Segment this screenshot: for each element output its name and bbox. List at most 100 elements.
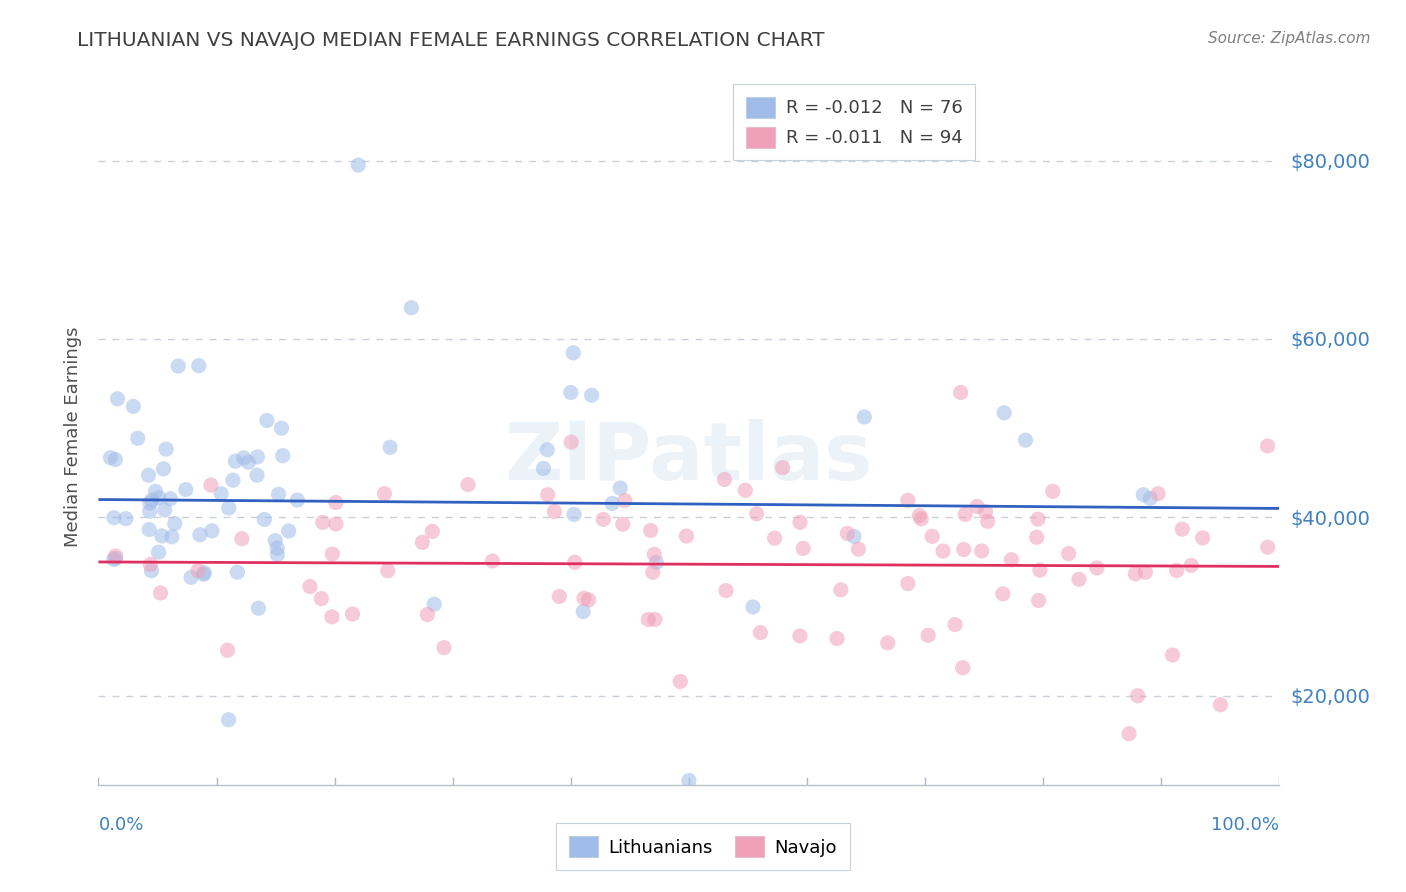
Point (155, 442, 177, 457)
Point (1028, 593, 1050, 607)
Point (1042, 484, 1064, 499)
Point (848, 542, 870, 557)
Point (145, 484, 167, 499)
Point (1209, 698, 1232, 712)
Point (1135, 565, 1157, 579)
Point (1171, 522, 1194, 536)
Point (921, 529, 943, 543)
Point (325, 516, 347, 531)
Text: Source: ZipAtlas.com: Source: ZipAtlas.com (1208, 31, 1371, 46)
Point (562, 346, 585, 360)
Point (246, 468, 269, 483)
Point (675, 529, 697, 543)
Point (222, 473, 245, 487)
Text: LITHUANIAN VS NAVAJO MEDIAN FEMALE EARNINGS CORRELATION CHART: LITHUANIAN VS NAVAJO MEDIAN FEMALE EARNI… (77, 31, 825, 50)
Point (139, 496, 162, 510)
Point (713, 472, 735, 486)
Point (148, 545, 170, 559)
Point (377, 564, 399, 578)
Point (1057, 547, 1080, 561)
Point (401, 301, 423, 315)
Point (378, 440, 401, 454)
Point (1257, 540, 1279, 554)
Point (209, 487, 232, 501)
Point (825, 632, 848, 646)
Point (217, 643, 239, 657)
Point (876, 636, 898, 650)
Point (115, 511, 138, 525)
Point (991, 587, 1014, 601)
Point (201, 524, 224, 538)
Point (949, 385, 972, 400)
Point (572, 605, 595, 619)
Point (138, 523, 160, 537)
Point (1132, 488, 1154, 502)
Point (1026, 512, 1049, 526)
Point (643, 547, 665, 561)
Point (277, 524, 299, 538)
Point (152, 462, 174, 476)
Point (678, 773, 700, 788)
Point (789, 515, 811, 529)
Point (543, 504, 565, 518)
Point (974, 505, 997, 519)
Point (1161, 648, 1184, 662)
Point (238, 455, 260, 469)
Point (299, 580, 322, 594)
Point (536, 442, 558, 457)
Point (897, 576, 920, 591)
Point (745, 507, 768, 521)
Point (104, 549, 127, 563)
Point (830, 582, 852, 597)
Point (970, 544, 993, 558)
Point (107, 392, 129, 406)
Point (953, 508, 976, 522)
Point (772, 460, 794, 475)
Point (138, 504, 160, 518)
Point (167, 359, 190, 373)
Point (187, 359, 209, 373)
Point (193, 566, 215, 580)
Point (613, 493, 636, 508)
Point (560, 435, 582, 450)
Point (141, 493, 163, 508)
Point (200, 478, 222, 492)
Point (714, 583, 737, 598)
Point (1126, 689, 1149, 703)
Point (149, 586, 172, 600)
Point (481, 554, 503, 568)
Point (347, 158, 370, 172)
Point (645, 556, 668, 570)
Point (966, 500, 988, 514)
Point (224, 454, 246, 468)
Point (1191, 531, 1213, 545)
Point (560, 385, 582, 400)
Point (1025, 530, 1047, 544)
Point (266, 541, 288, 556)
Point (411, 535, 433, 549)
Point (457, 477, 479, 491)
Point (837, 526, 859, 541)
Point (163, 516, 186, 531)
Point (612, 517, 634, 532)
Point (640, 524, 662, 538)
Point (1166, 564, 1188, 578)
Point (564, 555, 586, 569)
Point (104, 452, 127, 467)
Point (159, 491, 181, 506)
Point (609, 481, 631, 495)
Point (373, 486, 395, 500)
Point (578, 592, 600, 607)
Point (853, 409, 876, 424)
Point (993, 406, 1015, 420)
Point (592, 512, 614, 526)
Point (188, 528, 211, 542)
Point (160, 530, 183, 544)
Point (218, 713, 240, 727)
Point (218, 500, 240, 515)
Point (749, 625, 772, 640)
Point (247, 601, 270, 615)
Point (232, 450, 254, 465)
Point (917, 628, 939, 642)
Point (264, 533, 287, 548)
